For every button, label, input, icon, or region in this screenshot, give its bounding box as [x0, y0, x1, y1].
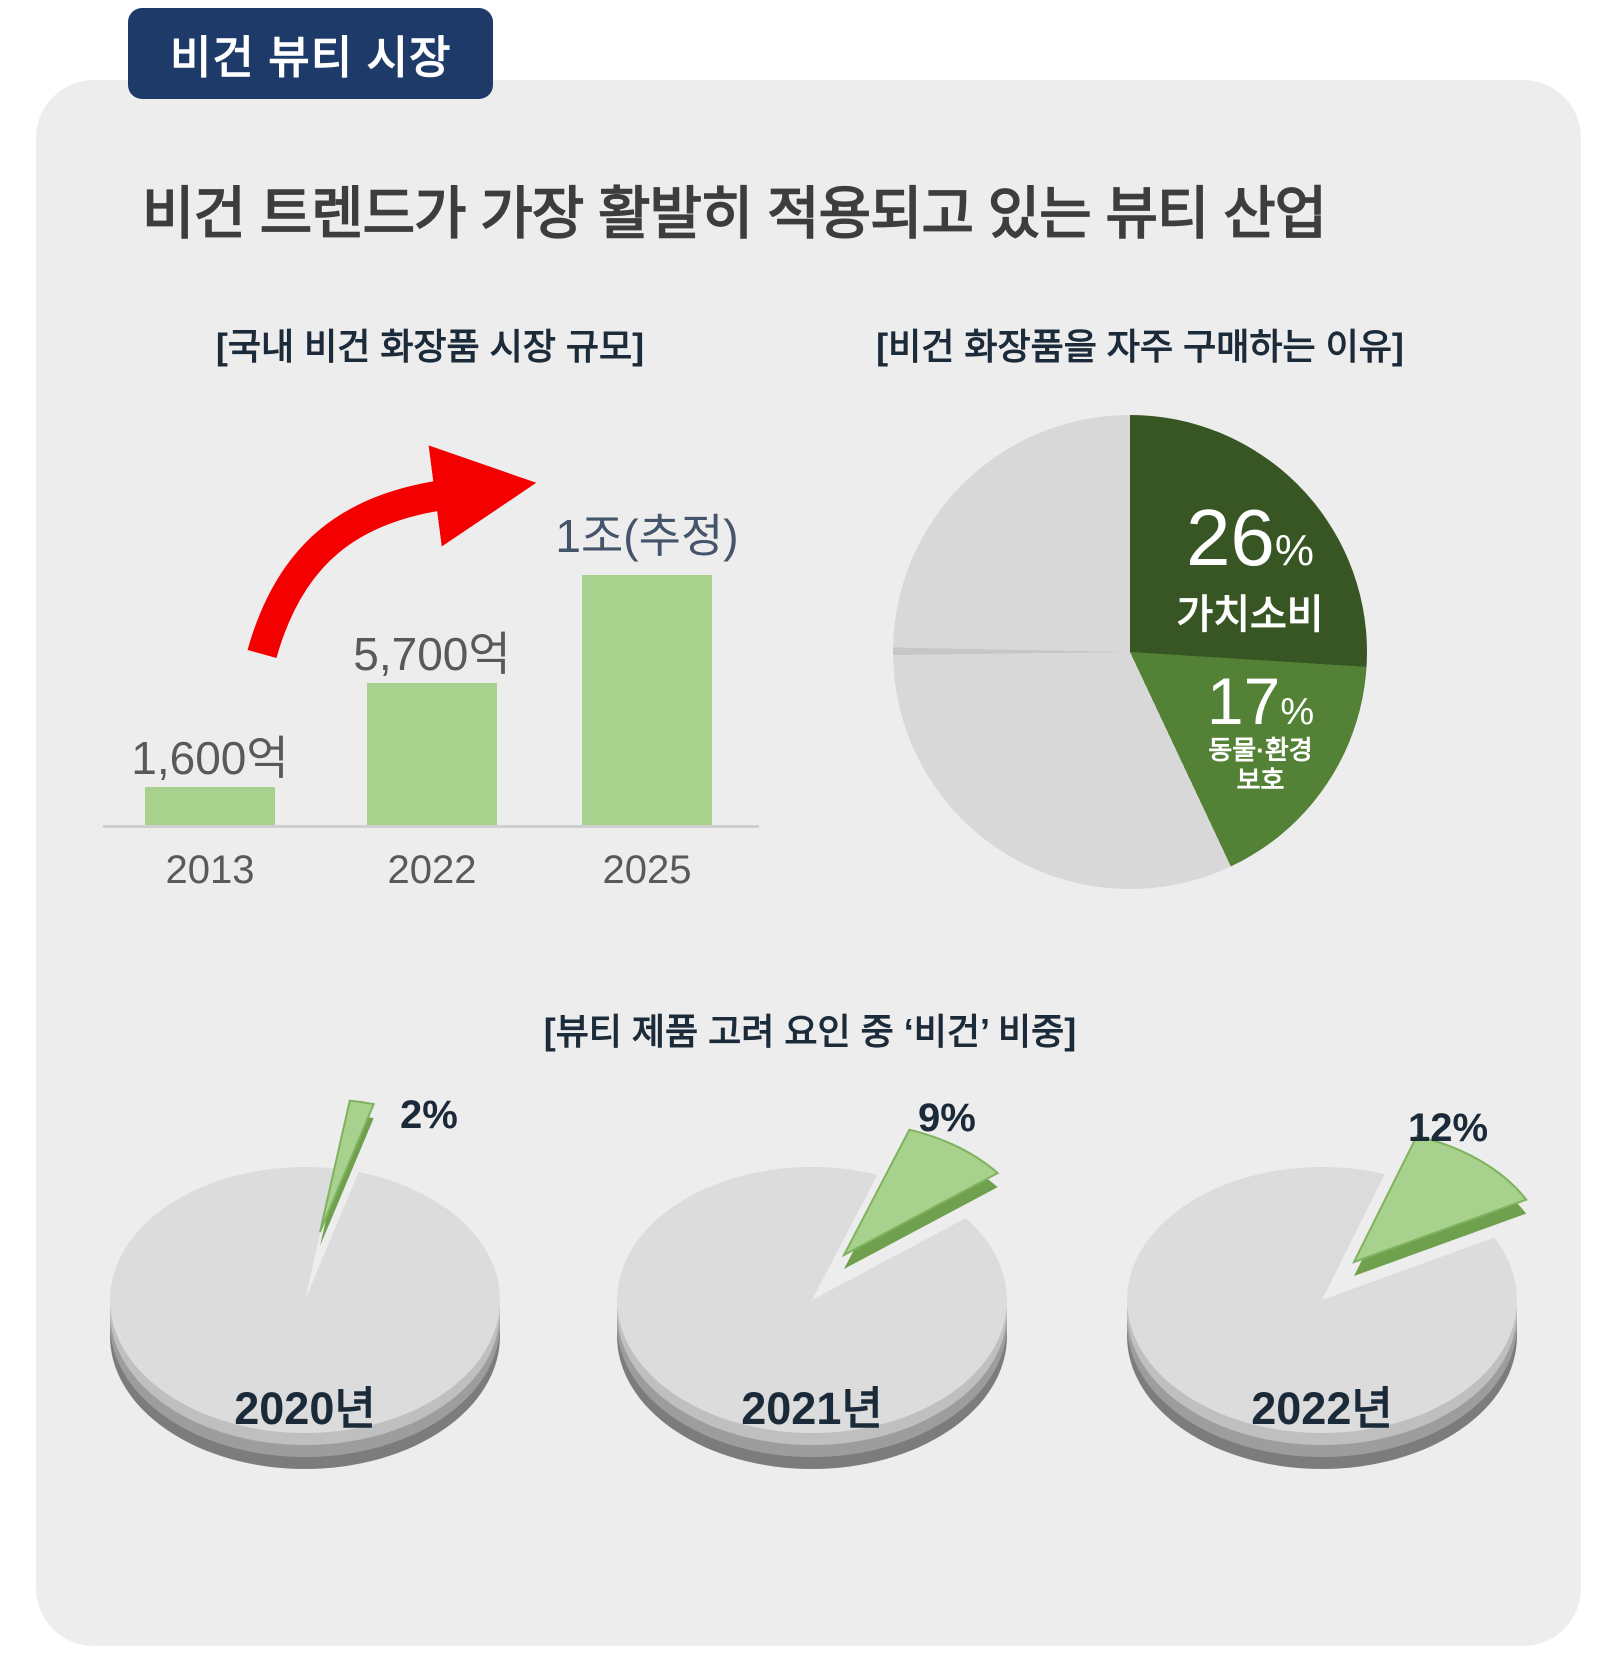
bar-2022 [367, 683, 497, 825]
bar-value-label: 5,700억 [353, 628, 511, 680]
pie-label-26-pct: 26% [1135, 498, 1365, 578]
pie-year-label-2022: 2022년 [1251, 1383, 1393, 1434]
pie-value-26: 26 [1185, 493, 1275, 582]
pie-label-value-consumption: 26% 가치소비 [1135, 498, 1365, 640]
pie-pct-label-2020: 2% [400, 1093, 458, 1137]
page-badge-label: 비건 뷰티 시장 [170, 32, 452, 83]
page-title: 비건 트렌드가 가장 활발히 적용되고 있는 뷰티 산업 [142, 182, 1327, 246]
pie-label-17-pct: 17% [1163, 668, 1358, 734]
vegan-share-title: [뷰티 제품 고려 요인 중 ‘비건’ 비중] [543, 1011, 1077, 1052]
x-axis-line [103, 825, 759, 828]
pie-unit-26: % [1274, 526, 1315, 575]
pie-unit-17: % [1280, 691, 1315, 733]
pie-year-label-2020: 2020년 [234, 1383, 376, 1434]
pie-pct-label-2022: 12% [1408, 1106, 1489, 1150]
pie-value-17: 17 [1206, 664, 1281, 738]
reason-pie-title: [비건 화장품을 자주 구매하는 이유] [876, 326, 1404, 367]
bar-year-label: 2013 [165, 848, 255, 892]
pie-pct-label-2021: 9% [918, 1096, 976, 1140]
bar-2025 [582, 575, 712, 825]
bar-chart-title: [국내 비건 화장품 시장 규모] [215, 326, 645, 367]
pie-label-animal-env: 17% 동물·환경 보호 [1163, 668, 1358, 796]
pie-caption-26: 가치소비 [1176, 593, 1324, 637]
page-badge: 비건 뷰티 시장 [128, 8, 494, 99]
growth-arrow-icon [247, 445, 537, 659]
bar-2013 [145, 787, 275, 825]
pie-caption-17-line1: 동물·환경 [1208, 735, 1313, 765]
bar-year-label: 2025 [602, 848, 692, 892]
pie-3d-2022 [1127, 1134, 1528, 1469]
bar-year-label: 2022 [387, 848, 477, 892]
pie-caption-17-line2: 보호 [1236, 764, 1285, 795]
pie-3d-2020 [110, 1099, 500, 1469]
pie-3d-2021 [617, 1128, 1007, 1469]
pie-year-label-2021: 2021년 [741, 1383, 883, 1434]
pie-caption-17: 동물·환경 보호 [1163, 735, 1358, 796]
purchase-reasons-pie [893, 415, 1367, 889]
bar-value-label: 1조(추정) [555, 510, 739, 562]
bar-value-label: 1,600억 [131, 732, 289, 784]
